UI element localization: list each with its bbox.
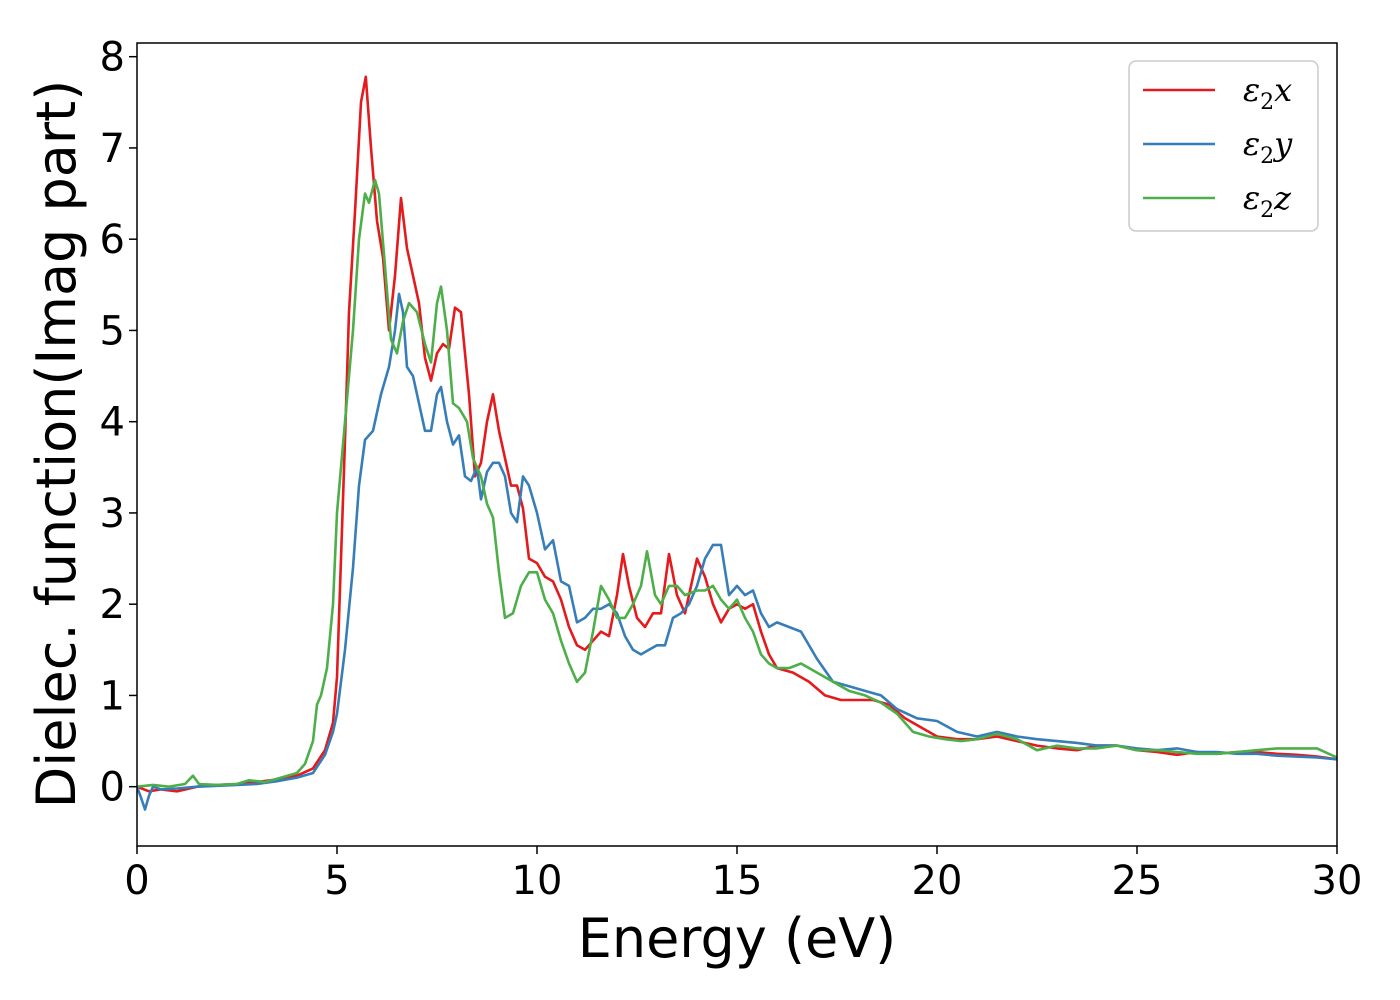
x-tick-label: 20 xyxy=(912,858,963,904)
y-tick-label: 1 xyxy=(100,673,125,719)
x-axis-ticks: 0 5 10 15 20 25 30 xyxy=(124,846,1362,904)
x-tick-label: 0 xyxy=(124,858,149,904)
y-tick-label: 4 xyxy=(100,400,125,446)
y-tick-label: 0 xyxy=(100,765,125,811)
legend-label-y: ε2y xyxy=(1243,125,1293,169)
y-tick-label: 7 xyxy=(100,126,125,172)
x-tick-label: 15 xyxy=(712,858,763,904)
y-axis-ticks: 0 1 2 3 4 5 6 7 8 xyxy=(100,35,137,811)
x-axis-label: Energy (eV) xyxy=(578,907,897,970)
legend-box xyxy=(1128,60,1319,232)
series-line-z xyxy=(137,178,1337,788)
x-tick-label: 25 xyxy=(1112,858,1163,904)
x-tick-label: 30 xyxy=(1312,858,1363,904)
legend-label-z: ε2z xyxy=(1243,179,1292,223)
y-tick-label: 2 xyxy=(100,582,125,628)
x-tick-label: 10 xyxy=(512,858,563,904)
y-tick-label: 3 xyxy=(100,491,125,537)
series-line-y xyxy=(137,292,1337,811)
y-tick-label: 8 xyxy=(100,35,125,81)
series-lines xyxy=(137,75,1337,811)
y-tick-label: 5 xyxy=(100,308,125,354)
legend-label-x: ε2x xyxy=(1243,71,1292,115)
x-tick-label: 5 xyxy=(324,858,349,904)
legend: ε2x ε2y ε2z xyxy=(1128,60,1319,232)
y-axis-label: Dielec. function(Imag part) xyxy=(25,80,88,809)
y-tick-label: 6 xyxy=(100,217,125,263)
